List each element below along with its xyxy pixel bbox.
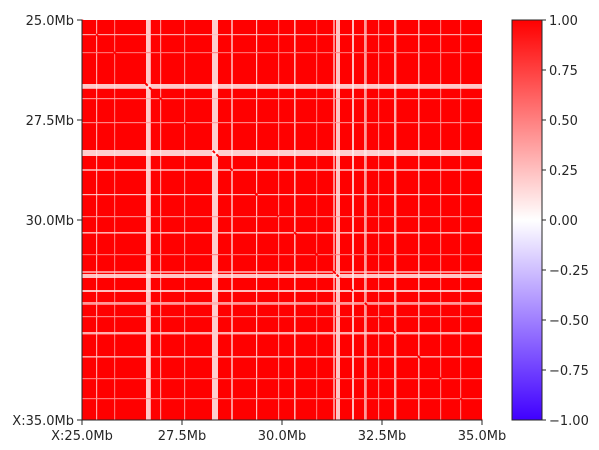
band-horizontal <box>82 232 482 234</box>
band-horizontal <box>82 316 482 318</box>
colorbar-tick-label: 1.00 <box>549 14 578 29</box>
band-vertical <box>278 20 280 420</box>
band-vertical <box>96 20 98 420</box>
colorbar-tick-label: −0.25 <box>549 264 589 279</box>
band-vertical <box>256 20 258 420</box>
colorbar-tick-label: −0.50 <box>549 314 589 329</box>
band-vertical <box>378 20 380 420</box>
band-horizontal <box>82 356 482 358</box>
x-axis: X:25.0Mb 27.5Mb 30.0Mb 32.5Mb 35.0Mb <box>51 419 506 444</box>
colorbar-tick-label: −0.75 <box>549 364 589 379</box>
x-tick-label: X:25.0Mb <box>51 429 113 444</box>
band-horizontal <box>82 98 482 100</box>
colorbar-tick-label: −1.00 <box>549 414 589 429</box>
band-horizontal <box>82 122 482 124</box>
band-horizontal <box>82 378 482 380</box>
diagonal-line <box>81 19 483 421</box>
band-vertical <box>394 20 397 420</box>
x-tick-label: 32.5Mb <box>358 429 406 444</box>
band-vertical <box>294 20 296 420</box>
band-horizontal <box>82 34 482 36</box>
colorbar-gradient <box>511 19 543 421</box>
band-vertical <box>212 20 218 420</box>
colorbar: 1.00 0.75 0.50 0.25 0.00 −0.25 −0.50 −0.75 −1.00 <box>511 14 589 429</box>
band-vertical <box>364 20 367 420</box>
band-horizontal <box>82 150 482 156</box>
band-vertical <box>184 20 186 420</box>
band-horizontal <box>82 84 482 89</box>
horizontal-low-correlation-bands <box>82 34 482 400</box>
band-horizontal <box>82 398 482 400</box>
colorbar-tick-label: 0.50 <box>549 114 578 129</box>
heatmap-matrix <box>81 19 483 421</box>
band-vertical <box>418 20 420 420</box>
band-vertical <box>460 20 462 420</box>
x-tick-label: 30.0Mb <box>258 429 306 444</box>
band-vertical <box>114 20 116 420</box>
band-horizontal <box>82 274 482 278</box>
band-horizontal <box>82 332 482 335</box>
band-vertical <box>336 20 340 420</box>
band-horizontal <box>82 254 482 256</box>
vertical-low-correlation-bands <box>96 20 462 420</box>
band-horizontal <box>82 52 482 54</box>
colorbar-tick-label: 0.00 <box>549 214 578 229</box>
colorbar-ticks: 1.00 0.75 0.50 0.25 0.00 −0.25 −0.50 −0.75 −1.00 <box>542 14 589 429</box>
band-vertical <box>440 20 442 420</box>
y-tick-label: 27.5Mb <box>26 114 74 129</box>
band-horizontal <box>82 194 482 196</box>
colorbar-tick-label: 0.25 <box>549 164 578 179</box>
x-tick-label: 35.0Mb <box>458 429 506 444</box>
band-vertical <box>146 20 151 420</box>
colorbar-tick-label: 0.75 <box>549 64 578 79</box>
band-vertical <box>352 20 354 420</box>
band-horizontal <box>82 216 482 218</box>
band-vertical <box>160 20 162 420</box>
band-horizontal <box>82 302 482 305</box>
x-tick-label: 27.5Mb <box>158 429 206 444</box>
band-vertical <box>231 20 233 420</box>
band-vertical <box>333 20 335 420</box>
y-tick-label: X:35.0Mb <box>12 414 74 429</box>
y-tick-label: 30.0Mb <box>26 214 74 229</box>
y-axis: 25.0Mb 27.5Mb 30.0Mb X:35.0Mb <box>12 14 83 429</box>
band-vertical <box>316 20 318 420</box>
y-tick-label: 25.0Mb <box>26 14 74 29</box>
band-horizontal <box>82 271 482 273</box>
band-horizontal <box>82 169 482 171</box>
band-horizontal <box>82 290 482 292</box>
